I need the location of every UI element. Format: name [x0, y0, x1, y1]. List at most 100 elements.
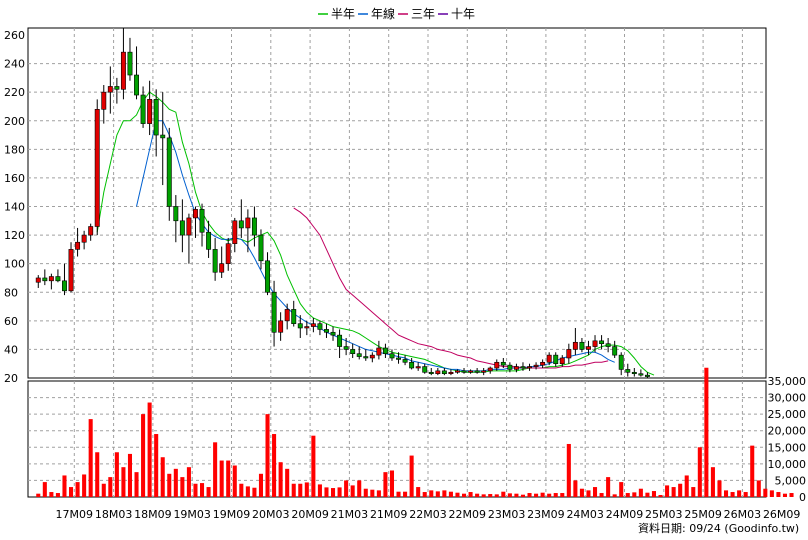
- candle: [245, 209, 251, 253]
- volume-bar: [717, 480, 722, 497]
- candle-body: [127, 51, 133, 76]
- volume-bar: [324, 487, 329, 497]
- time-tick-label: 26M03: [724, 508, 762, 521]
- volume-tick-label: 10,000: [768, 458, 807, 471]
- legend-label: 十年: [451, 7, 475, 21]
- candle-body: [382, 347, 388, 355]
- time-tick-label: 22M09: [449, 508, 487, 521]
- candle-body: [455, 370, 460, 373]
- candle: [422, 363, 428, 374]
- price-tick-label: 260: [4, 29, 25, 42]
- candle: [435, 367, 441, 376]
- candle-body: [369, 354, 375, 359]
- candle-body: [35, 277, 41, 283]
- volume-bar: [173, 468, 178, 497]
- candle: [81, 230, 87, 250]
- candle-body: [461, 370, 467, 373]
- candle: [350, 343, 356, 358]
- volume-bar: [403, 491, 408, 497]
- candle-body: [173, 206, 179, 222]
- volume-bar: [520, 494, 526, 497]
- volume-bar: [252, 487, 257, 497]
- candle-body: [494, 361, 500, 369]
- volume-bar: [606, 477, 611, 497]
- legend-item-2: 年線: [358, 6, 395, 21]
- candle-body: [540, 361, 546, 366]
- candle-body: [507, 364, 513, 370]
- candle: [455, 369, 460, 374]
- candle: [94, 99, 100, 236]
- price-tick-label: 220: [4, 86, 25, 99]
- volume-bar: [769, 490, 774, 497]
- volume-bar: [337, 487, 342, 497]
- candle-body: [448, 371, 454, 375]
- volume-tick-label: 5,000: [775, 474, 807, 487]
- candle-body: [94, 109, 100, 227]
- volume-bar: [514, 493, 519, 497]
- candle: [337, 329, 343, 358]
- candle: [173, 195, 179, 243]
- candle-body: [356, 353, 362, 357]
- candle-body: [513, 366, 519, 370]
- candle-body: [559, 357, 565, 365]
- time-tick-label: 24M03: [566, 508, 604, 521]
- volume-bar: [599, 493, 604, 497]
- candle-body: [134, 74, 139, 96]
- legend-label: 年線: [371, 6, 395, 21]
- candle: [474, 367, 480, 374]
- candle-body: [337, 334, 343, 347]
- candle: [186, 213, 192, 264]
- volume-bar: [383, 472, 388, 497]
- volume-bar: [573, 480, 578, 497]
- volume-bar: [95, 452, 100, 497]
- candle-body: [225, 243, 231, 264]
- volume-bar: [435, 491, 440, 497]
- volume-bar: [213, 442, 218, 497]
- candle: [62, 263, 67, 296]
- candle: [382, 343, 388, 358]
- candle: [441, 367, 447, 376]
- candle-body: [350, 349, 356, 355]
- candle: [193, 206, 198, 238]
- price-tick-label: 180: [4, 143, 25, 156]
- candle-body: [638, 373, 644, 376]
- time-tick-label: 25M09: [684, 508, 722, 521]
- candle-body: [199, 209, 205, 233]
- legend-item-3: 三年: [398, 7, 435, 21]
- candle: [219, 246, 225, 278]
- candle: [127, 37, 133, 81]
- candle-body: [612, 346, 618, 356]
- volume-bar: [265, 414, 270, 497]
- candle-body: [62, 280, 67, 292]
- volume-tick-label: 15,000: [768, 441, 807, 454]
- volume-bar: [475, 493, 480, 497]
- volume-bars: [36, 367, 794, 497]
- volume-bar: [180, 477, 185, 497]
- candle-body: [520, 366, 526, 369]
- candle: [494, 359, 500, 371]
- volume-bar: [547, 493, 552, 497]
- volume-bar: [167, 473, 172, 497]
- candle-body: [435, 370, 441, 375]
- volume-bar: [566, 443, 571, 497]
- candle-body: [232, 220, 238, 244]
- volume-bar: [304, 482, 309, 497]
- volume-bar: [88, 419, 93, 497]
- volume-bar: [651, 491, 657, 497]
- candle-body: [566, 349, 572, 359]
- candle: [553, 352, 559, 367]
- time-tick-label: 20M03: [252, 508, 290, 521]
- candle: [402, 355, 408, 366]
- candle-body: [48, 276, 54, 282]
- candle: [618, 352, 624, 376]
- volume-bar: [527, 493, 532, 497]
- volume-bar: [488, 494, 493, 497]
- price-tick-label: 160: [4, 172, 25, 185]
- chart-legend: 半年 年線 三年 十年: [318, 6, 475, 21]
- candle-body: [193, 209, 198, 219]
- volume-bar: [442, 490, 447, 497]
- candle: [363, 349, 369, 361]
- candle-body: [474, 370, 480, 373]
- volume-bar: [206, 487, 211, 497]
- volume-bar: [756, 480, 761, 497]
